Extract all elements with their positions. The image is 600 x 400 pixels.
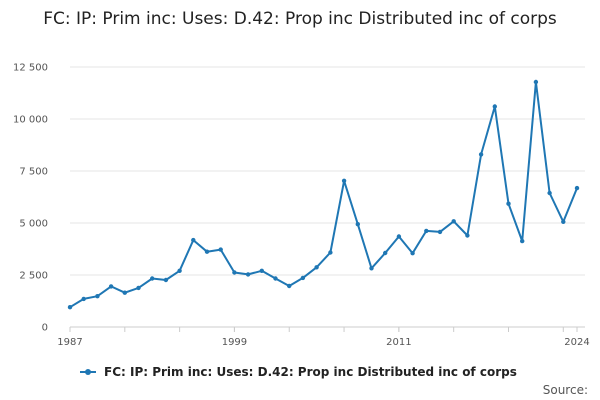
axis-layer: 0 2 500 5 000 7 500 10 000 12 500 1987 1999 2011… bbox=[13, 63, 590, 349]
data-point bbox=[424, 228, 429, 234]
data-point bbox=[287, 283, 292, 289]
data-point bbox=[396, 234, 402, 239]
data-point bbox=[218, 247, 223, 252]
y-tick-label: 0 bbox=[42, 323, 48, 334]
line-layer bbox=[69, 81, 578, 309]
data-point bbox=[163, 277, 169, 283]
data-point bbox=[67, 305, 73, 310]
x-tick-label: 2024 bbox=[564, 337, 589, 348]
data-point bbox=[300, 275, 306, 281]
data-point bbox=[232, 270, 237, 275]
data-point bbox=[451, 219, 456, 224]
data-point bbox=[520, 238, 525, 244]
series-line bbox=[69, 81, 578, 309]
point-layer bbox=[67, 79, 580, 310]
data-point bbox=[191, 237, 196, 243]
data-point bbox=[369, 266, 374, 271]
chart-title: FC: IP: Prim inc: Uses: D.42: Prop inc D… bbox=[43, 9, 557, 29]
data-point bbox=[561, 219, 566, 224]
data-point bbox=[95, 294, 100, 299]
y-tick-label: 2 500 bbox=[19, 271, 48, 282]
data-point bbox=[410, 251, 415, 256]
data-point bbox=[533, 79, 539, 85]
data-point bbox=[437, 229, 443, 235]
data-point bbox=[314, 265, 319, 270]
source-label: Source: bbox=[542, 383, 588, 397]
data-point bbox=[122, 290, 128, 295]
y-tick-label: 7 500 bbox=[19, 167, 48, 178]
data-point bbox=[341, 178, 347, 183]
data-point bbox=[108, 284, 114, 289]
data-point bbox=[574, 185, 580, 191]
data-point bbox=[273, 276, 278, 281]
y-tick-label: 12 500 bbox=[13, 63, 48, 74]
data-point bbox=[383, 250, 388, 256]
data-point bbox=[492, 104, 497, 109]
data-point bbox=[506, 201, 511, 206]
legend[interactable]: FC: IP: Prim inc: Uses: D.42: Prop inc D… bbox=[80, 365, 517, 379]
data-point bbox=[136, 285, 141, 291]
data-point bbox=[355, 222, 360, 227]
data-point bbox=[204, 249, 210, 254]
data-point bbox=[81, 296, 86, 302]
data-point bbox=[150, 276, 155, 281]
x-tick-label: 1999 bbox=[222, 337, 247, 348]
y-tick-label: 5 000 bbox=[19, 219, 48, 230]
y-tick-label: 10 000 bbox=[13, 115, 48, 126]
data-point bbox=[478, 152, 484, 157]
x-tick-label: 2011 bbox=[386, 337, 411, 348]
data-point bbox=[465, 233, 470, 238]
legend-swatch-icon bbox=[80, 367, 96, 377]
x-tick-label: 1987 bbox=[57, 337, 82, 348]
data-point bbox=[259, 268, 264, 273]
data-point bbox=[245, 272, 251, 277]
grid-layer bbox=[70, 66, 585, 328]
legend-label: FC: IP: Prim inc: Uses: D.42: Prop inc D… bbox=[104, 365, 517, 379]
data-point bbox=[177, 268, 182, 273]
data-point bbox=[328, 250, 333, 255]
data-point bbox=[547, 190, 552, 196]
